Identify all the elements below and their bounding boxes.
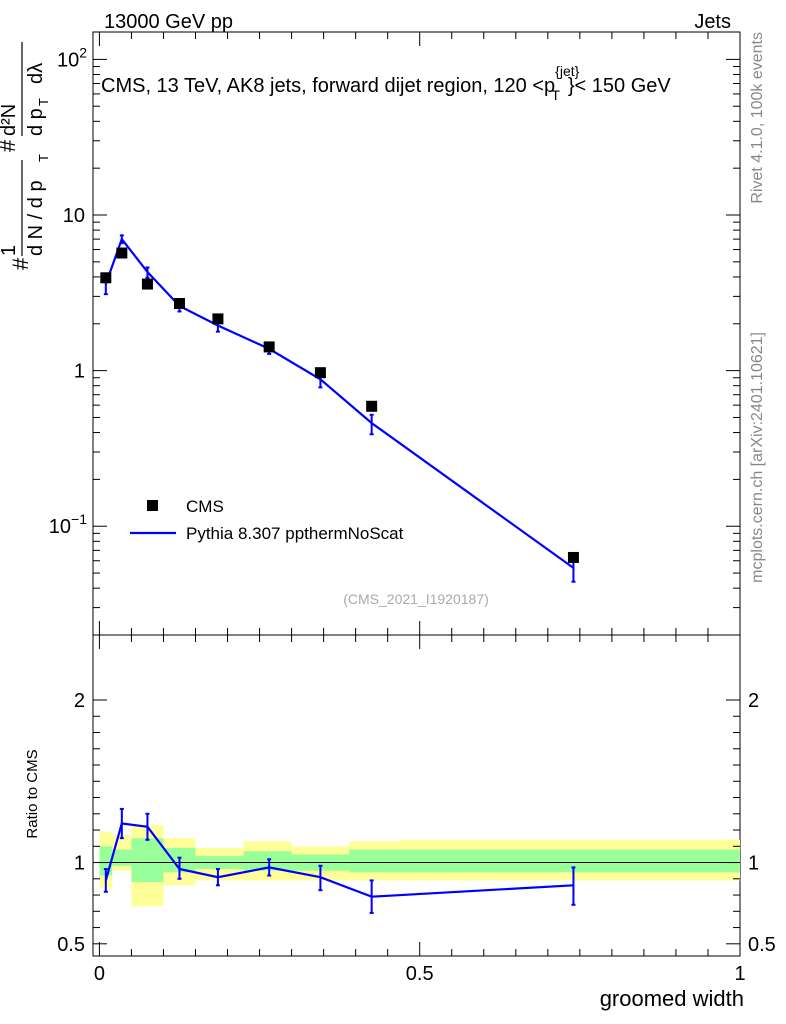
ratio-data-layer [103, 807, 576, 914]
ratio-y-tick-label-right: 1 [748, 853, 759, 875]
y-tick-label: 10 [63, 205, 85, 227]
cms-data-point [141, 278, 153, 290]
main-y-axis-label: # 1 d N / d p T # d²N d p T dλ [0, 42, 51, 270]
ratio-band-layer [99, 825, 740, 907]
cms-data-point [173, 297, 185, 309]
ratio-y-tick-label-right: 2 [748, 690, 759, 712]
legend-marker-cms [147, 500, 158, 511]
cms-data-point [263, 341, 275, 353]
cms-data-point [567, 551, 579, 563]
analysis-watermark: (CMS_2021_I1920187) [343, 591, 489, 607]
mcplots-label: mcplots.cern.ch [arXiv:2401.10621] [749, 332, 766, 583]
legend: CMS Pythia 8.307 ppthermNoScat [130, 497, 404, 543]
legend-label-cms: CMS [186, 497, 224, 516]
main-panel-frame [92, 31, 741, 636]
y-tick-label: 10−1 [49, 511, 87, 538]
main-y-axis-label-d2n: d²N [0, 104, 20, 136]
ratio-y-tick-label-right: 0.5 [748, 934, 776, 956]
main-y-axis-label-one: 1 [0, 245, 20, 256]
ratio-y-tick-label-left: 0.5 [57, 934, 85, 956]
main-y-axis-label-dlambda: dλ [25, 63, 47, 84]
y-tick-label: 1 [74, 361, 85, 383]
ratio-axis-ticks: 2 21 10.5 0.50 0.5 1 [57, 635, 776, 985]
cms-data-point [366, 400, 378, 412]
chart-title: CMS, 13 TeV, AK8 jets, forward dijet reg… [101, 63, 671, 103]
cms-uncertainty-band-inner [243, 851, 292, 871]
ratio-y-tick-label-left: 2 [74, 690, 85, 712]
cms-data-point [116, 247, 128, 259]
header-right: Jets [694, 11, 731, 33]
ratio-y-tick-label-left: 1 [74, 853, 85, 875]
cms-uncertainty-band-inner [400, 849, 740, 873]
ratio-panel-frame [92, 634, 741, 957]
main-y-axis-label-text: # [8, 257, 33, 270]
ratio-y-axis-label: Ratio to CMS [24, 749, 41, 838]
cms-data-point [314, 367, 326, 379]
cms-data-point [100, 272, 112, 284]
cms-uncertainty-band-inner [112, 849, 132, 866]
legend-label-pythia: Pythia 8.307 ppthermNoScat [186, 524, 404, 543]
rivet-version-label: Rivet 4.1.0, 100k events [749, 32, 766, 204]
x-tick-label: 0.5 [406, 963, 434, 985]
cms-uncertainty-band-inner [349, 849, 401, 873]
chart-title-text: CMS, 13 TeV, AK8 jets, forward dijet reg… [101, 63, 671, 103]
header-left: 13000 GeV pp [104, 11, 233, 33]
main-y-axis-label-dpt: d p [25, 108, 47, 136]
main-y-axis-label-hash: # [0, 139, 20, 152]
main-axis-ticks: 102 10 1 10−1 [49, 32, 741, 636]
main-y-axis-label-dn: d N / d p [25, 180, 47, 256]
cms-data-point [212, 313, 224, 325]
x-tick-label: 0 [94, 963, 105, 985]
x-tick-label: 1 [734, 963, 745, 985]
cms-uncertainty-band-inner [131, 838, 164, 883]
main-y-axis-label-t1: T [36, 154, 51, 162]
y-tick-label: 102 [57, 44, 87, 71]
main-data-layer [100, 234, 579, 583]
x-axis-label: groomed width [600, 986, 744, 1011]
main-y-axis-label-t2: T [36, 98, 51, 106]
pythia-line [104, 236, 575, 569]
